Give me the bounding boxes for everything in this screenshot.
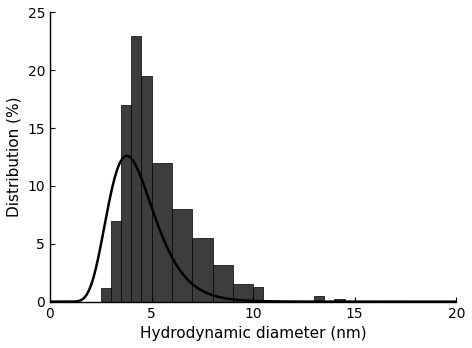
Bar: [142, 76, 152, 302]
Bar: [152, 163, 172, 302]
Bar: [111, 221, 121, 302]
Bar: [101, 288, 111, 302]
Bar: [233, 284, 253, 302]
Bar: [192, 238, 212, 302]
Bar: [253, 287, 263, 302]
Bar: [131, 35, 142, 302]
Bar: [172, 209, 192, 302]
X-axis label: Hydrodynamic diameter (nm): Hydrodynamic diameter (nm): [140, 326, 366, 341]
Bar: [314, 296, 324, 302]
Y-axis label: Distribution (%): Distribution (%): [7, 97, 22, 217]
Bar: [334, 299, 345, 302]
Bar: [121, 105, 131, 302]
Bar: [212, 264, 233, 302]
